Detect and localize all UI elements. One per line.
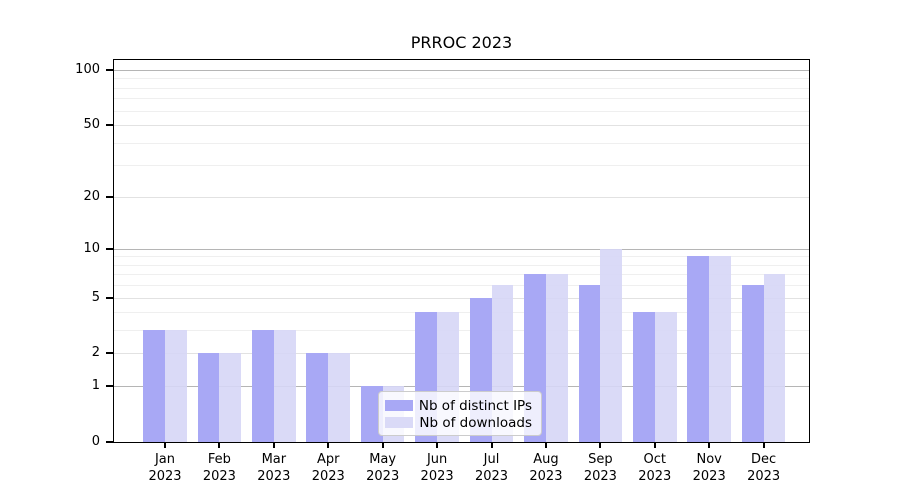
legend-swatch-distinct-ips	[385, 400, 413, 411]
y-gridline-minor	[114, 87, 809, 89]
bar-nb-of-downloads-sep	[600, 248, 623, 442]
x-tick-label: Jul 2023	[474, 452, 509, 484]
legend-label-distinct-ips: Nb of distinct IPs	[418, 397, 532, 414]
bar-nb-of-downloads-aug	[545, 274, 568, 442]
bar-nb-of-distinct-ips-dec	[741, 285, 764, 442]
y-gridline-minor	[114, 285, 809, 287]
x-tick-label: Feb 2023	[202, 452, 236, 484]
bar-nb-of-distinct-ips-sep	[578, 285, 601, 442]
y-gridline-2	[114, 353, 809, 355]
bar-nb-of-downloads-nov	[709, 256, 731, 442]
x-tick-nov	[708, 443, 711, 448]
x-tick-mar	[272, 443, 275, 448]
x-tick-jun	[436, 443, 439, 448]
legend-swatch-downloads	[385, 417, 413, 428]
bar-nb-of-downloads-apr	[328, 353, 351, 442]
bar-nb-of-downloads-jan	[165, 330, 187, 442]
bar-nb-of-downloads-mar	[273, 330, 296, 442]
y-tick-label: 2	[91, 345, 100, 361]
y-tick-100	[106, 69, 114, 71]
y-tick-label: 10	[83, 240, 100, 256]
y-gridline-minor	[114, 256, 809, 258]
x-tick-label: Jan 2023	[148, 452, 182, 484]
y-tick-2	[106, 352, 114, 355]
y-gridline-minor	[114, 330, 809, 332]
y-gridline-minor	[114, 274, 809, 276]
x-tick-label: Nov 2023	[692, 452, 726, 484]
bar-nb-of-distinct-ips-oct	[632, 312, 655, 442]
y-tick-1	[106, 385, 114, 388]
x-tick-label: Oct 2023	[638, 452, 672, 484]
y-gridline-minor	[114, 165, 809, 167]
y-gridline-minor	[114, 264, 809, 266]
bar-nb-of-distinct-ips-nov	[687, 256, 710, 442]
x-tick-label: Jun 2023	[420, 452, 454, 484]
y-gridline-minor	[114, 110, 809, 112]
chart-title: PRROC 2023	[410, 33, 513, 52]
y-tick-label: 100	[75, 62, 100, 77]
y-tick-5	[106, 296, 114, 299]
x-tick-feb	[218, 443, 221, 448]
x-tick-label: Sep 2023	[583, 452, 617, 484]
bar-nb-of-downloads-dec	[763, 274, 786, 442]
y-tick-label: 50	[83, 117, 100, 133]
y-gridline-1	[114, 386, 809, 388]
y-gridline-minor	[114, 78, 809, 80]
x-tick-oct	[653, 443, 656, 448]
bar-nb-of-distinct-ips-jan	[143, 330, 165, 442]
x-tick-jul	[490, 443, 493, 448]
bar-nb-of-downloads-feb	[219, 353, 242, 442]
y-gridline-5	[114, 297, 809, 299]
legend: Nb of distinct IPs Nb of downloads	[378, 391, 542, 436]
bar-nb-of-downloads-oct	[654, 312, 677, 442]
legend-item-downloads: Nb of downloads	[385, 414, 532, 431]
y-tick-label: 1	[91, 378, 100, 394]
bar-nb-of-distinct-ips-may	[360, 386, 383, 442]
y-tick-50	[106, 124, 114, 127]
x-tick-sep	[599, 443, 602, 448]
y-gridline-20	[114, 196, 809, 198]
x-tick-jan	[164, 443, 166, 448]
y-gridline-minor	[114, 98, 809, 100]
bar-nb-of-distinct-ips-apr	[306, 353, 329, 442]
y-gridline-minor	[114, 142, 809, 144]
x-tick-aug	[544, 443, 547, 448]
y-gridline-50	[114, 125, 809, 127]
bar-nb-of-distinct-ips-feb	[197, 353, 220, 442]
y-tick-label: 0	[91, 434, 100, 449]
x-tick-label: Aug 2023	[529, 452, 563, 484]
y-tick-label: 5	[91, 289, 100, 305]
y-tick-0	[106, 441, 114, 443]
y-gridline-100	[114, 70, 809, 71]
y-tick-label: 20	[83, 188, 100, 204]
y-gridline-minor	[114, 312, 809, 314]
plot-area: 0 1 2 5 10 20 50 100 Jan 2023 Feb 2023 Mar 2023 Apr…	[75, 59, 810, 484]
y-tick-20	[106, 195, 114, 198]
bar-nb-of-distinct-ips-mar	[252, 330, 274, 442]
x-tick-label: Mar 2023	[257, 452, 291, 484]
y-tick-10	[106, 247, 114, 250]
x-tick-may	[381, 443, 384, 448]
x-tick-label: Dec 2023	[747, 452, 781, 484]
y-gridline-10	[114, 248, 809, 250]
x-tick-dec	[762, 443, 765, 448]
legend-item-distinct-ips: Nb of distinct IPs	[385, 397, 532, 414]
x-tick-label: Apr 2023	[311, 452, 345, 484]
legend-label-downloads: Nb of downloads	[419, 414, 532, 431]
x-tick-label: May 2023	[366, 452, 400, 484]
x-tick-apr	[327, 443, 330, 448]
